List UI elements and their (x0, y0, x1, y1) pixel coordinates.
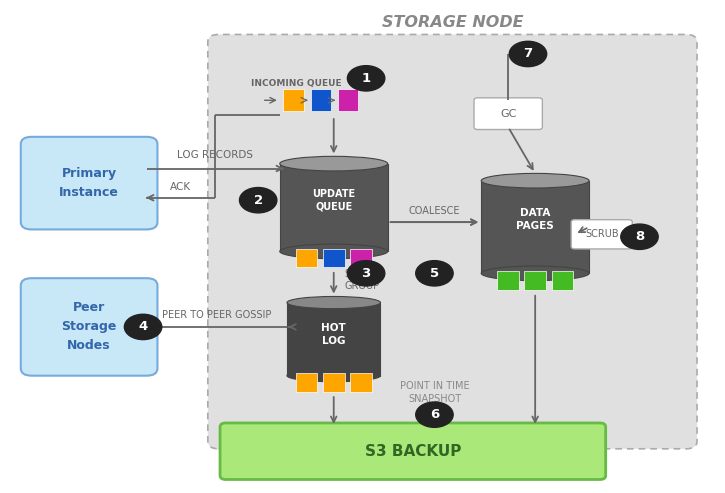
Text: LOG RECORDS: LOG RECORDS (177, 150, 253, 160)
Ellipse shape (481, 266, 589, 281)
Text: ACK: ACK (170, 182, 191, 192)
Bar (350, 373, 372, 392)
Circle shape (509, 41, 547, 67)
Ellipse shape (280, 156, 388, 171)
Text: PEER TO PEER GOSSIP: PEER TO PEER GOSSIP (162, 310, 271, 319)
Bar (338, 89, 358, 111)
FancyBboxPatch shape (21, 137, 157, 229)
Bar (323, 249, 344, 268)
Bar (287, 303, 381, 376)
Text: 6: 6 (430, 408, 439, 421)
Ellipse shape (280, 244, 388, 259)
Circle shape (415, 261, 453, 286)
FancyBboxPatch shape (21, 278, 157, 376)
Text: 7: 7 (523, 47, 533, 61)
Ellipse shape (287, 296, 381, 309)
Circle shape (415, 402, 453, 427)
Bar (497, 271, 518, 290)
Text: 4: 4 (138, 320, 148, 333)
Circle shape (125, 314, 162, 340)
Text: 8: 8 (635, 230, 644, 243)
Bar (524, 271, 546, 290)
Ellipse shape (481, 174, 589, 188)
Circle shape (347, 261, 385, 286)
Text: DATA
PAGES: DATA PAGES (516, 208, 554, 231)
Text: HOT
LOG: HOT LOG (321, 322, 346, 346)
Text: 1: 1 (362, 72, 370, 85)
Text: INCOMING QUEUE: INCOMING QUEUE (251, 79, 341, 88)
Bar (350, 249, 372, 268)
Bar (280, 164, 388, 251)
FancyBboxPatch shape (474, 98, 542, 130)
FancyBboxPatch shape (208, 35, 697, 449)
Circle shape (347, 66, 385, 91)
Bar (552, 271, 573, 290)
Text: COALESCE: COALESCE (409, 206, 460, 216)
Text: Peer
Storage
Nodes: Peer Storage Nodes (62, 301, 117, 352)
Text: GC: GC (500, 108, 516, 119)
Text: 3: 3 (362, 267, 370, 280)
Text: STORAGE NODE: STORAGE NODE (381, 15, 523, 30)
Bar (323, 373, 344, 392)
Bar (481, 181, 589, 273)
Bar (311, 89, 331, 111)
Text: SCRUB: SCRUB (585, 229, 618, 239)
FancyBboxPatch shape (571, 220, 632, 249)
FancyBboxPatch shape (220, 423, 605, 480)
Circle shape (239, 187, 277, 213)
Circle shape (621, 224, 658, 249)
Ellipse shape (287, 370, 381, 382)
Bar (296, 373, 317, 392)
Text: POINT IN TIME
SNAPSHOT: POINT IN TIME SNAPSHOT (399, 381, 469, 404)
Text: Primary
Instance: Primary Instance (59, 167, 119, 199)
Bar (296, 249, 317, 268)
Text: 5: 5 (430, 267, 439, 280)
Text: 2: 2 (254, 194, 262, 207)
Bar (283, 89, 304, 111)
Text: SORT
GROUP: SORT GROUP (344, 269, 380, 291)
Text: UPDATE
QUEUE: UPDATE QUEUE (312, 189, 355, 212)
Text: S3 BACKUP: S3 BACKUP (365, 444, 461, 458)
